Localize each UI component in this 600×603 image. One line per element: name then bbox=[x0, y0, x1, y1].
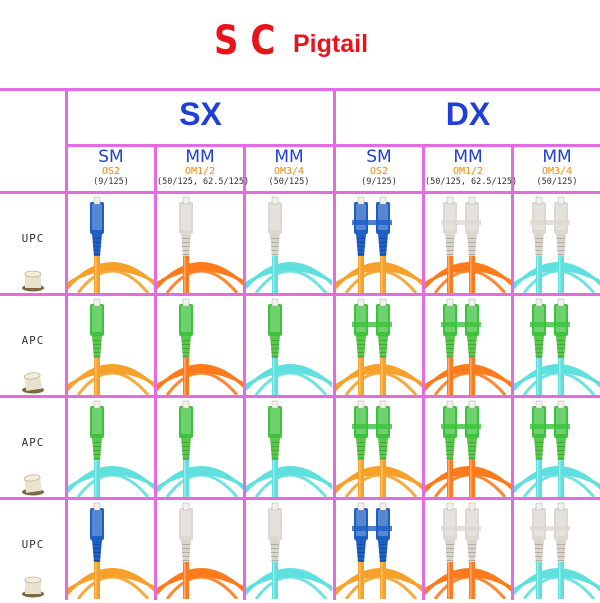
grid-line bbox=[0, 88, 600, 91]
pigtail-image bbox=[514, 194, 600, 293]
fiber-grade: OS2 bbox=[369, 166, 389, 177]
column-header: SM OS2 (9/125) bbox=[336, 148, 422, 187]
column-header: MM OM1/2 (50/125, 62.5/125) bbox=[157, 147, 250, 187]
pigtail-image bbox=[246, 500, 332, 599]
pigtail-image bbox=[425, 296, 511, 395]
grid-line bbox=[422, 144, 425, 600]
product-grid: SX DX SM OS2 (9/125) MM OM1/2 (50/125, 62.5/1… bbox=[0, 88, 600, 600]
grid-line bbox=[0, 395, 600, 398]
row-label-polish: APC bbox=[21, 334, 45, 347]
fiber-spec: (50/125) bbox=[268, 177, 310, 187]
grid-line bbox=[154, 144, 157, 600]
grid-line bbox=[0, 191, 600, 194]
fiber-spec: (50/125) bbox=[536, 177, 578, 187]
pigtail-image bbox=[336, 194, 422, 293]
group-heading-dx: DX bbox=[445, 96, 491, 132]
row-label-polish: UPC bbox=[21, 232, 45, 245]
grid-line bbox=[65, 88, 68, 600]
pigtail-image bbox=[514, 500, 600, 599]
pigtail-image bbox=[425, 500, 511, 599]
fiber-mode: MM bbox=[274, 147, 304, 167]
title-pigtail: Pigtail bbox=[293, 30, 369, 58]
pigtail-image bbox=[68, 296, 154, 395]
column-header: MM OM1/2 (50/125, 62.5/125) bbox=[425, 147, 518, 187]
row-label-polish: APC bbox=[21, 436, 45, 449]
grid-line bbox=[0, 293, 600, 296]
pigtail-image bbox=[246, 194, 332, 293]
pigtail-image bbox=[157, 398, 243, 497]
column-header: MM OM3/4 (50/125) bbox=[246, 148, 332, 187]
grid-line bbox=[0, 497, 600, 500]
grid-line bbox=[243, 144, 246, 600]
fiber-grade: OM1/2 bbox=[184, 166, 216, 177]
fiber-mode: SM bbox=[98, 147, 124, 167]
fiber-spec: (9/125) bbox=[361, 177, 397, 187]
pigtail-image bbox=[68, 398, 154, 497]
title-sc: SC bbox=[214, 18, 288, 64]
pigtail-image bbox=[336, 500, 422, 599]
fiber-grade: OM3/4 bbox=[273, 166, 305, 177]
grid-line bbox=[333, 88, 336, 600]
pigtail-image bbox=[425, 398, 511, 497]
ferrule-end-icon bbox=[20, 576, 46, 603]
fiber-mode: MM bbox=[542, 147, 572, 167]
fiber-mode: MM bbox=[453, 147, 483, 167]
column-header: MM OM3/4 (50/125) bbox=[514, 148, 600, 187]
row-label-polish: UPC bbox=[21, 538, 45, 551]
fiber-spec: (9/125) bbox=[93, 177, 129, 187]
pigtail-image bbox=[514, 296, 600, 395]
pigtail-image bbox=[514, 398, 600, 497]
group-heading-sx: SX bbox=[179, 96, 222, 132]
pigtail-image bbox=[336, 296, 422, 395]
pigtail-image bbox=[157, 194, 243, 293]
fiber-grade: OS2 bbox=[101, 166, 121, 177]
fiber-spec: (50/125, 62.5/125) bbox=[157, 177, 250, 187]
grid-line bbox=[511, 144, 514, 600]
pigtail-image bbox=[425, 194, 511, 293]
fiber-spec: (50/125, 62.5/125) bbox=[425, 177, 518, 187]
fiber-grade: OM3/4 bbox=[541, 166, 573, 177]
title-banner: SC Pigtail bbox=[0, 0, 600, 88]
fiber-mode: SM bbox=[366, 147, 392, 167]
ferrule-end-icon bbox=[20, 372, 46, 399]
pigtail-image bbox=[68, 194, 154, 293]
pigtail-image bbox=[246, 296, 332, 395]
column-header: SM OS2 (9/125) bbox=[68, 148, 154, 187]
ferrule-end-icon bbox=[20, 474, 46, 501]
fiber-grade: OM1/2 bbox=[452, 166, 484, 177]
pigtail-image bbox=[157, 500, 243, 599]
pigtail-image bbox=[68, 500, 154, 599]
ferrule-end-icon bbox=[20, 270, 46, 297]
pigtail-image bbox=[157, 296, 243, 395]
pigtail-image bbox=[246, 398, 332, 497]
pigtail-image bbox=[336, 398, 422, 497]
fiber-mode: MM bbox=[185, 147, 215, 167]
